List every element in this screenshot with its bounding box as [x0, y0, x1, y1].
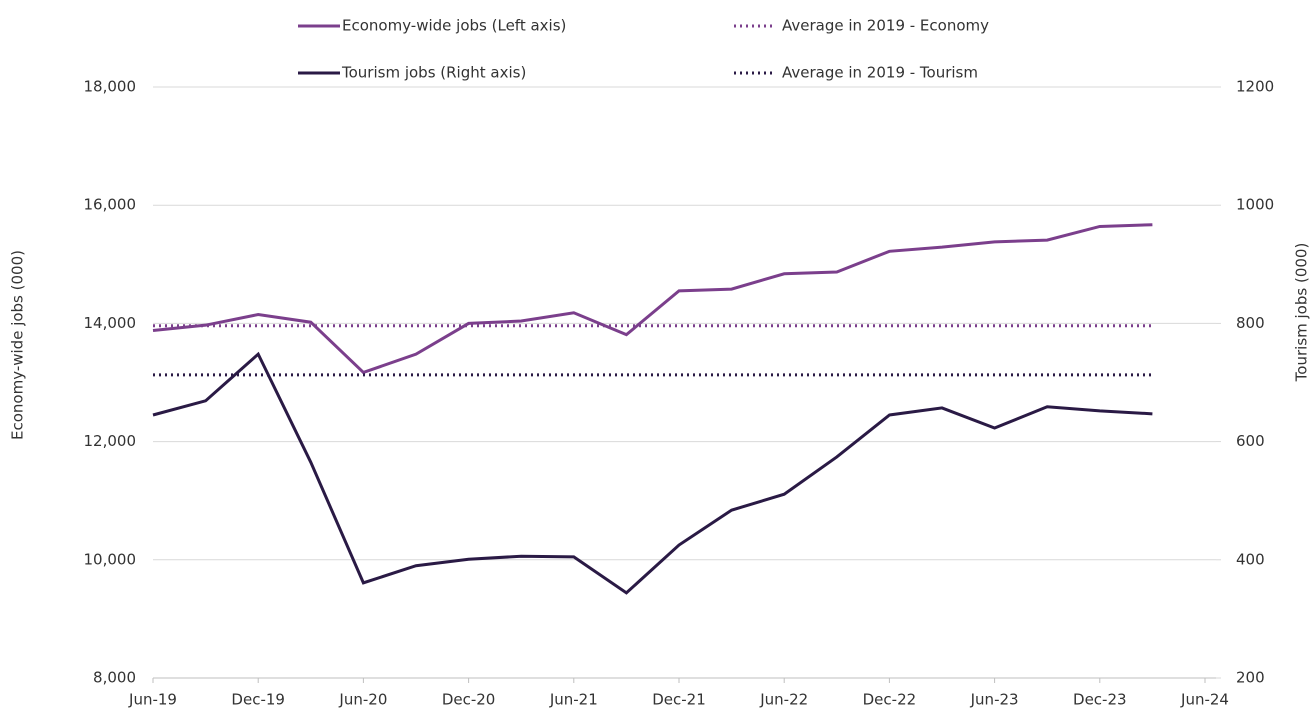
- y2-tick-label: 600: [1236, 432, 1265, 450]
- y2-axis-label: Tourism jobs (000): [1293, 243, 1311, 383]
- legend-label: Average in 2019 - Tourism: [782, 64, 978, 82]
- y-tick-label: 14,000: [84, 314, 137, 332]
- y-tick-label: 8,000: [93, 669, 136, 687]
- legend-label: Economy-wide jobs (Left axis): [342, 17, 566, 35]
- y-tick-label: 16,000: [84, 196, 137, 214]
- y2-tick-label: 800: [1236, 314, 1265, 332]
- data-line: [152, 351, 1153, 595]
- y2-tick-label: 1000: [1236, 196, 1274, 214]
- legend-label: Average in 2019 - Economy: [782, 17, 989, 35]
- x-tick-label: Dec-22: [863, 691, 917, 708]
- x-tick-label: Jun-23: [970, 691, 1019, 708]
- y-tick-label: 12,000: [84, 432, 137, 450]
- x-tick-label: Dec-21: [652, 691, 706, 708]
- y-tick-label: 18,000: [84, 78, 137, 96]
- y2-tick-label: 200: [1236, 669, 1265, 687]
- x-tick-label: Jun-19: [128, 691, 177, 708]
- y2-tick-label: 400: [1236, 550, 1265, 568]
- y2-tick-label: 1200: [1236, 78, 1274, 96]
- x-tick-label: Jun-24: [1180, 691, 1229, 708]
- y-tick-label: 10,000: [84, 550, 137, 568]
- x-tick-label: Jun-21: [549, 691, 598, 708]
- legend-label: Tourism jobs (Right axis): [341, 64, 526, 82]
- data-line: [152, 223, 1153, 375]
- x-tick-label: Jun-20: [338, 691, 387, 708]
- x-tick-label: Jun-22: [759, 691, 808, 708]
- x-tick-label: Dec-19: [231, 691, 285, 708]
- x-tick-label: Dec-20: [442, 691, 496, 708]
- y-axis-label: Economy-wide jobs (000): [9, 250, 27, 440]
- x-tick-label: Dec-23: [1073, 691, 1127, 708]
